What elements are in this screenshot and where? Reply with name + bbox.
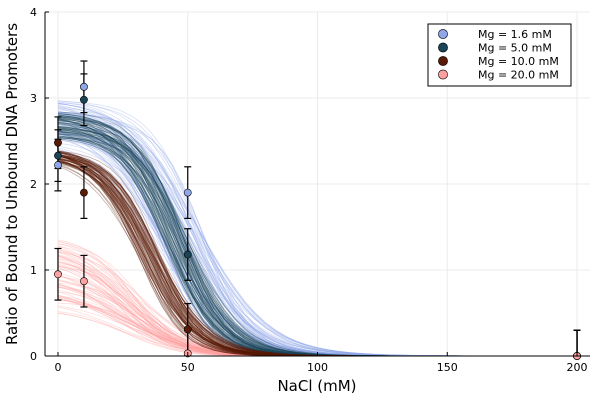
data-point bbox=[80, 188, 88, 197]
x-tick-label: 0 bbox=[54, 361, 61, 374]
legend-label: Mg = 20.0 mM bbox=[478, 69, 559, 82]
y-axis-label: Ratio of Bound to Unbound DNA Promoters bbox=[3, 23, 21, 345]
legend-label: Mg = 10.0 mM bbox=[478, 55, 559, 68]
data-point bbox=[183, 250, 192, 259]
x-tick-label: 200 bbox=[567, 361, 588, 374]
data-point bbox=[183, 325, 192, 334]
x-tick-label: 50 bbox=[181, 361, 195, 374]
data-point bbox=[54, 138, 62, 147]
tick-labels: 0 50 100 150 200 0 1 2 3 4 bbox=[30, 6, 588, 374]
legend-marker bbox=[438, 69, 448, 80]
y-tick-label: 1 bbox=[30, 264, 37, 277]
legend-marker bbox=[438, 42, 448, 53]
legend-box bbox=[427, 23, 572, 87]
legend-marker bbox=[438, 29, 448, 39]
data-point bbox=[54, 270, 62, 279]
y-tick-label: 0 bbox=[30, 350, 37, 363]
y-tick-label: 4 bbox=[30, 6, 37, 19]
legend-label: Mg = 1.6 mM bbox=[478, 28, 552, 41]
axes bbox=[44, 11, 590, 357]
x-tick-label: 100 bbox=[307, 361, 328, 374]
legend-marker bbox=[438, 56, 448, 66]
data-point bbox=[54, 151, 62, 160]
data-point bbox=[80, 95, 88, 104]
data-point bbox=[54, 161, 62, 169]
x-axis-label: NaCl (mM) bbox=[277, 377, 356, 395]
data-point bbox=[183, 188, 192, 197]
data-point bbox=[80, 82, 88, 91]
data-point bbox=[80, 277, 88, 286]
y-tick-label: 3 bbox=[30, 92, 37, 105]
y-tick-label: 2 bbox=[30, 178, 37, 191]
data-points bbox=[54, 82, 581, 360]
legend-label: Mg = 5.0 mM bbox=[478, 42, 552, 55]
x-tick-label: 150 bbox=[437, 361, 458, 374]
